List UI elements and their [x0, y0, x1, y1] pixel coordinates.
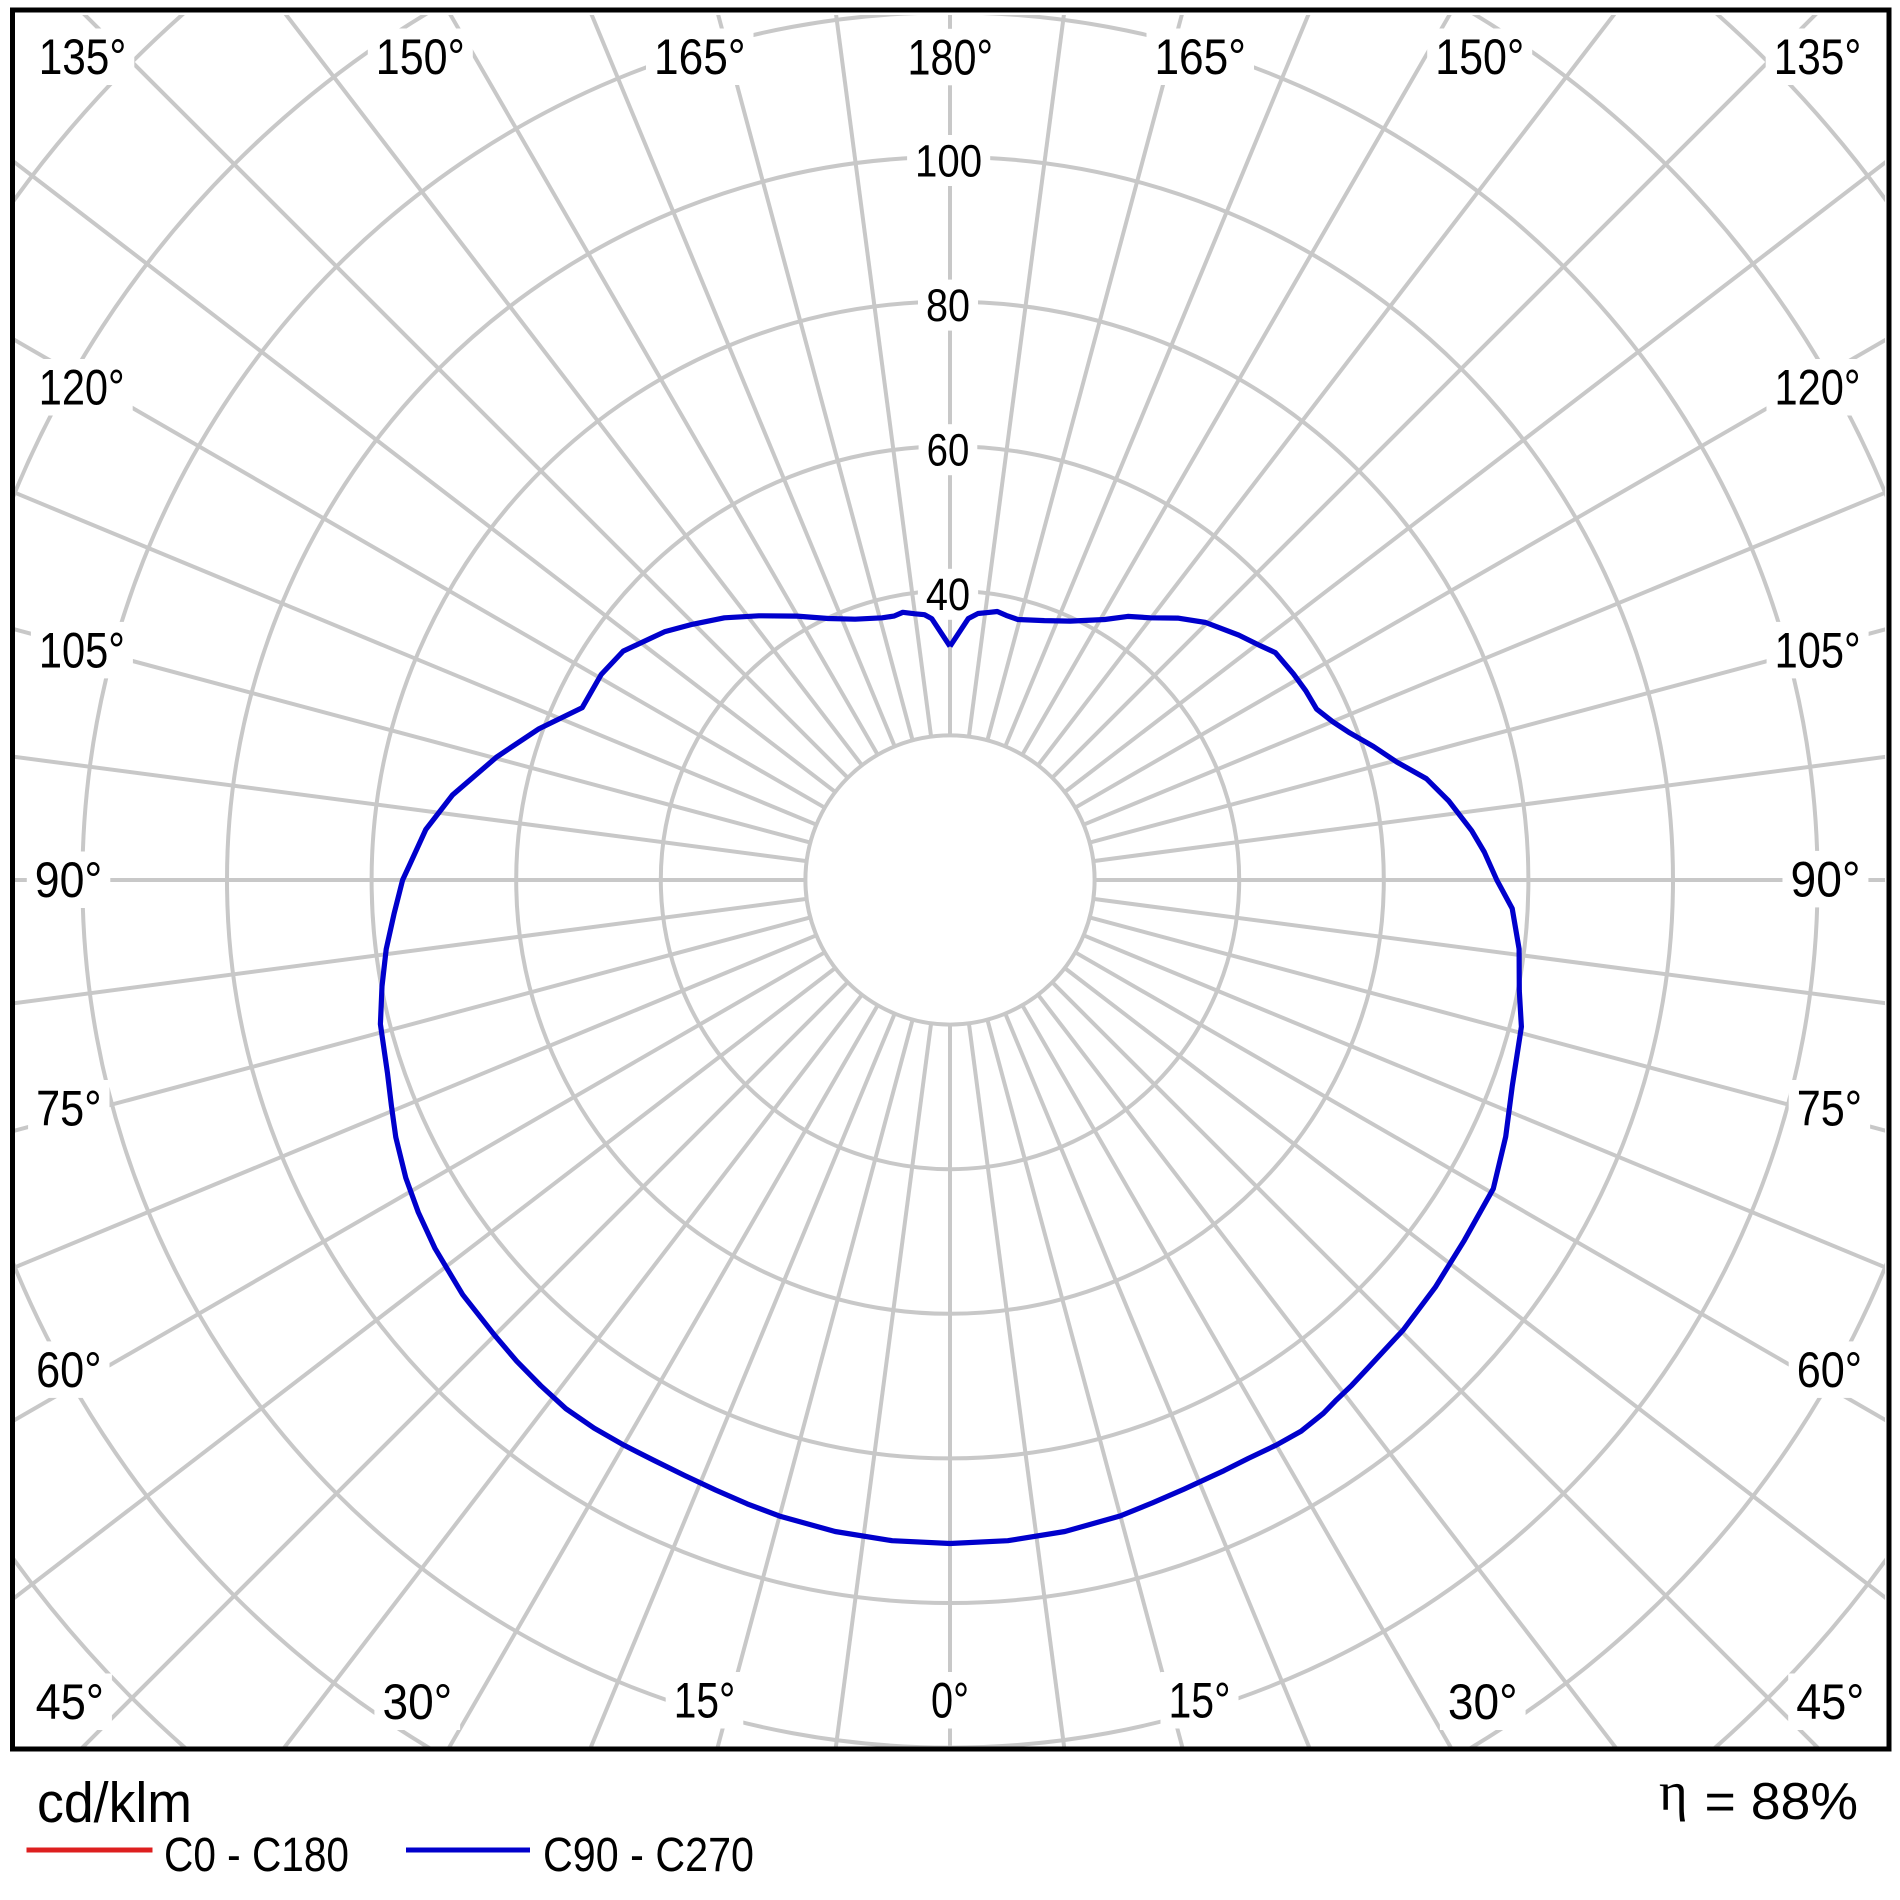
svg-text:90°: 90°: [1791, 852, 1861, 908]
svg-text:80: 80: [926, 280, 970, 331]
svg-text:100: 100: [915, 135, 982, 186]
svg-text:90°: 90°: [35, 852, 103, 908]
svg-text:135°: 135°: [39, 29, 127, 85]
svg-text:60: 60: [927, 425, 970, 476]
svg-text:105°: 105°: [39, 623, 125, 679]
svg-text:45°: 45°: [1796, 1674, 1864, 1730]
svg-text:40: 40: [926, 569, 970, 620]
svg-text:= 88%: = 88%: [1705, 1773, 1859, 1831]
svg-text:45°: 45°: [36, 1674, 104, 1730]
svg-text:15°: 15°: [1169, 1673, 1231, 1729]
svg-text:165°: 165°: [1154, 29, 1246, 85]
svg-text:165°: 165°: [654, 29, 746, 85]
svg-text:150°: 150°: [1435, 29, 1524, 85]
svg-text:120°: 120°: [1775, 360, 1861, 416]
svg-text:120°: 120°: [39, 360, 125, 416]
svg-text:150°: 150°: [376, 29, 465, 85]
svg-text:30°: 30°: [382, 1674, 452, 1730]
svg-text:C90 - C270: C90 - C270: [543, 1829, 754, 1882]
svg-text:30°: 30°: [1448, 1674, 1518, 1730]
svg-text:75°: 75°: [36, 1081, 101, 1137]
svg-text:60°: 60°: [1797, 1342, 1862, 1398]
svg-text:180°: 180°: [908, 30, 994, 86]
svg-text:15°: 15°: [674, 1673, 736, 1729]
svg-text:cd/klm: cd/klm: [37, 1771, 192, 1835]
svg-text:η: η: [1659, 1761, 1688, 1822]
svg-text:135°: 135°: [1774, 29, 1862, 85]
svg-text:0°: 0°: [931, 1673, 969, 1729]
svg-text:105°: 105°: [1775, 623, 1861, 679]
svg-text:60°: 60°: [36, 1342, 101, 1398]
svg-text:C0 - C180: C0 - C180: [164, 1829, 349, 1882]
svg-text:75°: 75°: [1797, 1081, 1862, 1137]
